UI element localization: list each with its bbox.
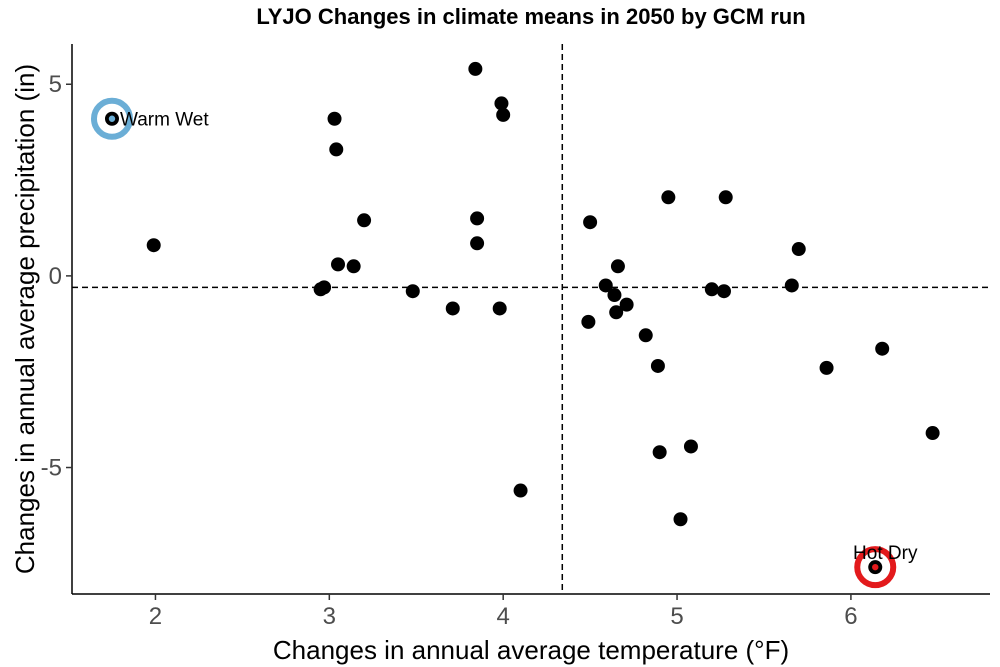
data-point (619, 297, 634, 312)
y-axis-title: Changes in annual average precipitation … (10, 64, 40, 574)
data-point (583, 215, 598, 230)
data-point (791, 242, 806, 257)
y-tick-label: 5 (49, 71, 62, 98)
data-point (716, 284, 731, 299)
data-point (704, 282, 719, 297)
data-point (445, 301, 460, 316)
highlight-label: Hot Dry (853, 543, 918, 564)
x-axis-title: Changes in annual average temperature (°… (273, 635, 789, 665)
data-point (492, 301, 507, 316)
x-tick-label: 4 (497, 603, 510, 630)
x-tick-label: 2 (149, 603, 162, 630)
data-point (784, 278, 799, 293)
data-point (496, 107, 511, 122)
data-point (581, 314, 596, 329)
x-tick-label: 3 (323, 603, 336, 630)
data-point (925, 426, 940, 441)
data-point (329, 142, 344, 157)
data-point (357, 213, 372, 228)
data-point (661, 190, 676, 205)
highlight-point (872, 563, 879, 571)
data-point (331, 257, 346, 272)
data-point (607, 288, 622, 303)
x-tick-label: 5 (670, 603, 683, 630)
data-point (494, 96, 509, 111)
data-point (405, 284, 420, 299)
data-point (146, 238, 161, 253)
data-point (470, 236, 485, 251)
y-axis-ticks: 5 0 -5 (41, 71, 72, 482)
data-point (875, 341, 890, 356)
data-point (598, 278, 613, 293)
plot-area: Warm Wet Hot Dry (72, 44, 990, 594)
highlight-ring (90, 97, 133, 140)
data-point (470, 211, 485, 226)
data-point (673, 512, 688, 527)
highlight-ring (854, 546, 897, 589)
data-point (317, 280, 332, 295)
highlight-label: Warm Wet (120, 110, 209, 131)
data-point (610, 259, 625, 274)
y-tick-label: -5 (41, 455, 62, 482)
y-tick-label: 0 (49, 263, 62, 290)
data-point (650, 358, 665, 373)
x-tick-label: 6 (844, 603, 857, 630)
data-point (819, 360, 834, 375)
highlight-point (108, 115, 116, 122)
data-point (468, 61, 483, 76)
data-point (327, 111, 342, 126)
x-axis-ticks: 2 3 4 5 6 (149, 594, 858, 630)
data-point (652, 445, 667, 460)
data-point (718, 190, 733, 205)
data-point (346, 259, 361, 274)
data-point (638, 328, 653, 343)
chart-title: LYJO Changes in climate means in 2050 by… (256, 4, 805, 29)
data-point (683, 439, 698, 454)
data-point (609, 305, 624, 320)
data-point (513, 483, 528, 498)
